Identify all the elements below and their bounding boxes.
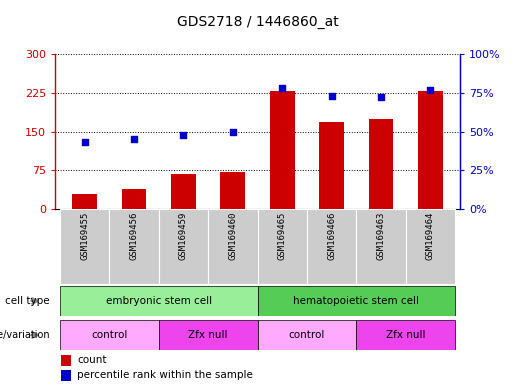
Bar bbox=[220, 172, 245, 209]
Bar bbox=[171, 174, 196, 209]
Bar bbox=[307, 209, 356, 284]
Bar bbox=[159, 320, 258, 350]
Bar bbox=[61, 355, 71, 366]
Bar bbox=[208, 209, 258, 284]
Text: embryonic stem cell: embryonic stem cell bbox=[106, 296, 212, 306]
Bar bbox=[356, 209, 406, 284]
Bar bbox=[356, 320, 455, 350]
Text: percentile rank within the sample: percentile rank within the sample bbox=[77, 370, 253, 380]
Text: Zfx null: Zfx null bbox=[386, 330, 425, 340]
Bar bbox=[60, 320, 159, 350]
Bar bbox=[418, 91, 443, 209]
Bar bbox=[72, 194, 97, 209]
Text: GSM169460: GSM169460 bbox=[228, 211, 237, 260]
Bar bbox=[61, 370, 71, 381]
Text: GSM169459: GSM169459 bbox=[179, 211, 188, 260]
Bar bbox=[60, 286, 258, 316]
Text: GSM169465: GSM169465 bbox=[278, 211, 287, 260]
Bar bbox=[109, 209, 159, 284]
Text: GSM169463: GSM169463 bbox=[376, 211, 385, 260]
Bar bbox=[258, 320, 356, 350]
Point bbox=[179, 132, 187, 138]
Point bbox=[328, 93, 336, 99]
Bar bbox=[159, 209, 208, 284]
Bar bbox=[369, 119, 393, 209]
Point bbox=[377, 94, 385, 101]
Text: Zfx null: Zfx null bbox=[188, 330, 228, 340]
Bar bbox=[122, 189, 146, 209]
Bar bbox=[60, 209, 109, 284]
Bar bbox=[258, 286, 455, 316]
Bar bbox=[270, 91, 295, 209]
Point bbox=[229, 128, 237, 134]
Text: GSM169464: GSM169464 bbox=[426, 211, 435, 260]
Text: GSM169466: GSM169466 bbox=[327, 211, 336, 260]
Bar bbox=[258, 209, 307, 284]
Point bbox=[278, 85, 286, 91]
Text: control: control bbox=[289, 330, 325, 340]
Point bbox=[80, 139, 89, 146]
Text: count: count bbox=[77, 355, 107, 365]
Text: GSM169455: GSM169455 bbox=[80, 211, 89, 260]
Text: hematopoietic stem cell: hematopoietic stem cell bbox=[293, 296, 419, 306]
Text: cell type: cell type bbox=[5, 296, 50, 306]
Text: genotype/variation: genotype/variation bbox=[0, 330, 50, 340]
Text: GSM169456: GSM169456 bbox=[130, 211, 139, 260]
Bar bbox=[319, 122, 344, 209]
Point bbox=[426, 86, 435, 93]
Point bbox=[130, 136, 138, 142]
Text: GDS2718 / 1446860_at: GDS2718 / 1446860_at bbox=[177, 15, 338, 29]
Bar bbox=[406, 209, 455, 284]
Text: control: control bbox=[91, 330, 128, 340]
